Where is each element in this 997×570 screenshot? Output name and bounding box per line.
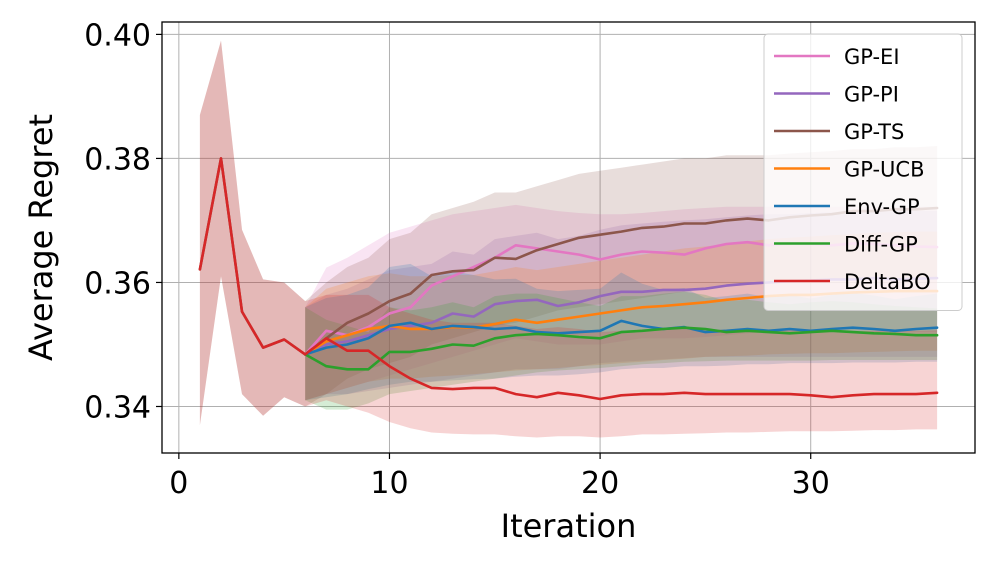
x-tick-label: 0 xyxy=(169,466,188,501)
env-gp-line xyxy=(303,319,939,356)
x-tick-label: 10 xyxy=(370,466,408,501)
y-tick-label: 0.38 xyxy=(84,142,151,177)
y-tick-label: 0.40 xyxy=(84,18,151,53)
legend-label-gp-ei: GP-EI xyxy=(844,45,900,69)
y-tick-label: 0.36 xyxy=(84,266,151,301)
legend-label-env-gp: Env-GP xyxy=(844,195,920,219)
legend-label-gp-pi: GP-PI xyxy=(844,83,899,107)
y-tick-label: 0.34 xyxy=(84,390,151,425)
series-lines xyxy=(198,157,939,401)
x-tick-label: 20 xyxy=(581,466,619,501)
legend-box xyxy=(763,33,963,311)
legend: GP-EI GP-PI GP-TS GP-UCB Env-GP Diff-GP DeltaB… xyxy=(763,33,963,311)
legend-label-gp-ts: GP-TS xyxy=(844,120,904,144)
legend-label-gp-ucb: GP-UCB xyxy=(844,158,925,182)
diff-gp-band xyxy=(305,291,938,410)
x-axis-title: Iteration xyxy=(501,507,637,545)
axis-ticks: 0 10 20 30 0.34 0.36 0.38 0.40 xyxy=(84,18,830,501)
y-axis-title: Average Regret xyxy=(22,114,60,361)
plot-frame xyxy=(161,21,976,454)
deltabo-band xyxy=(199,40,938,438)
legend-label-deltabo: DeltaBO xyxy=(844,270,931,294)
diff-gp-line xyxy=(303,326,939,371)
x-tick-label: 30 xyxy=(792,466,830,501)
legend-label-diff-gp: Diff-GP xyxy=(844,233,918,257)
deltabo-line xyxy=(198,157,939,401)
